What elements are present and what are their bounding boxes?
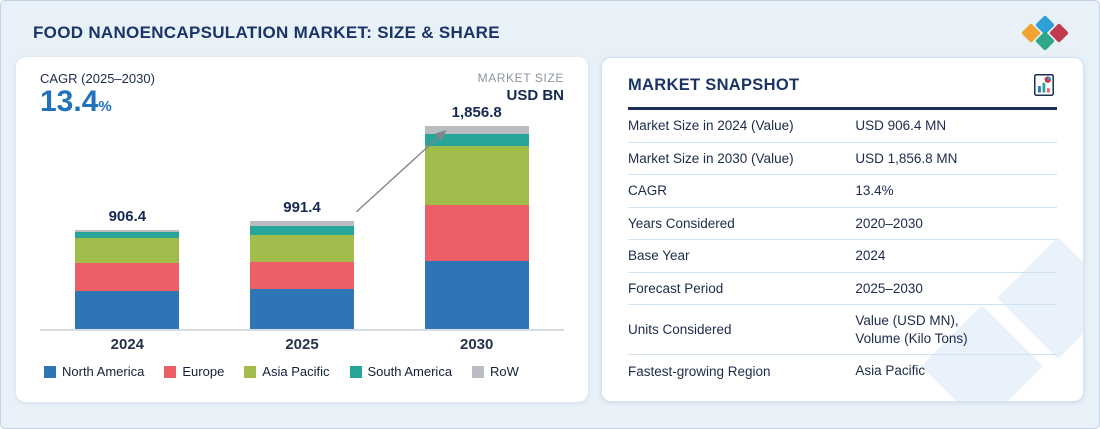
legend-item-south-america: South America <box>349 364 453 379</box>
report-icon <box>1034 73 1054 97</box>
brand-logo <box>1021 15 1069 51</box>
bar-segment-row <box>75 229 180 232</box>
market-size-block: MARKET SIZE USD BN <box>478 71 564 104</box>
bar-segment-row <box>250 220 354 226</box>
snapshot-row-years-considered: Years Considered 2020–2030 <box>628 208 1057 241</box>
x-axis-label-2025: 2025 <box>285 335 319 353</box>
snapshot-row-label: CAGR <box>628 183 668 199</box>
snapshot-row-label: Forecast Period <box>628 281 724 296</box>
snapshot-row-label: Years Considered <box>628 215 735 231</box>
legend-swatch-north-america <box>44 365 56 378</box>
x-axis-labels: 2024 2025 2030 <box>40 331 564 357</box>
bar-segment-asia-pacific <box>250 234 354 263</box>
bar-total-label: 1,856.8 <box>451 104 502 121</box>
content-area: CAGR (2025–2030) 13.4% MARKET SIZE USD B… <box>1 57 1099 402</box>
legend-label: North America <box>62 364 145 379</box>
page-header: FOOD NANOENCAPSULATION MARKET: SIZE & SH… <box>1 1 1099 57</box>
cagr-number: 13.4 <box>40 85 99 118</box>
market-size-unit: USD BN <box>506 87 564 104</box>
snapshot-title: MARKET SNAPSHOT <box>628 75 800 94</box>
cagr-percent-sign: % <box>98 98 112 115</box>
bar-segment-europe <box>424 205 529 261</box>
bar-segment-north-america <box>424 261 529 329</box>
market-snapshot-card: MARKET SNAPSHOT Market Size in 2024 (Val… <box>601 57 1084 402</box>
chart-card: CAGR (2025–2030) 13.4% MARKET SIZE USD B… <box>16 57 588 402</box>
bar-segment-north-america <box>250 289 354 329</box>
snapshot-table: Market Size in 2024 (Value) USD 906.4 MN M… <box>628 110 1057 387</box>
snapshot-row-market-size-in-2030-value: Market Size in 2030 (Value) USD 1,856.8 M… <box>628 143 1057 176</box>
snapshot-row-base-year: Base Year 2024 <box>628 240 1057 273</box>
page-title: FOOD NANOENCAPSULATION MARKET: SIZE & SH… <box>33 23 500 42</box>
snapshot-row-fastest-growing-region: Fastest-growing Region Asia Pacific <box>628 355 1057 387</box>
bar-2025 <box>250 220 354 329</box>
bar-segment-south-america <box>250 225 354 235</box>
bar-segment-europe <box>250 262 354 290</box>
legend-item-europe: Europe <box>164 364 224 379</box>
snapshot-header: MARKET SNAPSHOT <box>628 72 1057 110</box>
snapshot-row-value: USD 906.4 MN <box>855 118 947 133</box>
chart-bar-slot: 906.4 <box>40 123 215 329</box>
snapshot-row-label: Market Size in 2024 (Value) <box>628 118 794 134</box>
legend-item-north-america: North America <box>44 364 144 379</box>
snapshot-row-value: Asia Pacific <box>855 363 926 379</box>
legend-label: Asia Pacific <box>262 364 330 379</box>
chart-header: CAGR (2025–2030) 13.4% MARKET SIZE USD B… <box>40 71 564 123</box>
snapshot-row-label: Base Year <box>628 248 690 264</box>
bar-segment-row <box>424 126 529 134</box>
bar-segment-north-america <box>75 291 180 329</box>
legend-swatch-asia-pacific <box>244 365 257 378</box>
bar-segment-europe <box>75 262 180 292</box>
snapshot-row-label: Market Size in 2030 (Value) <box>628 150 794 166</box>
bar-segment-south-america <box>424 134 529 146</box>
cagr-label: CAGR (2025–2030) <box>40 71 155 86</box>
legend-label: South America <box>367 364 453 379</box>
snapshot-row-value: 2020–2030 <box>855 215 923 231</box>
snapshot-row-value: USD 1,856.8 MN <box>855 150 958 166</box>
x-axis-label-2024: 2024 <box>110 335 145 353</box>
snapshot-row-value: 2025–2030 <box>855 280 923 296</box>
legend-swatch-south-america <box>349 365 362 378</box>
snapshot-row-units-considered: Units Considered Value (USD MN), Volume (… <box>628 305 1057 356</box>
market-size-label: MARKET SIZE <box>477 71 564 85</box>
bar-total-label: 991.4 <box>283 198 321 216</box>
bar-segment-asia-pacific <box>75 237 180 263</box>
legend-item-asia-pacific: Asia Pacific <box>244 364 330 379</box>
chart-bar-slot: 991.4 <box>215 123 390 329</box>
snapshot-row-forecast-period: Forecast Period 2025–2030 <box>628 273 1057 306</box>
bar-segment-asia-pacific <box>424 146 529 205</box>
snapshot-row-value: Value (USD MN), Volume (Kilo Tons) <box>855 313 968 346</box>
chart-legend: North America Europe Asia Pacific South Ame… <box>40 364 564 379</box>
bar-total-label: 906.4 <box>108 207 147 225</box>
bar-2030 <box>424 126 529 329</box>
legend-label: RoW <box>490 364 519 379</box>
legend-label: Europe <box>182 364 225 379</box>
snapshot-row-cagr: CAGR 13.4% <box>628 175 1057 208</box>
cagr-block: CAGR (2025–2030) 13.4% <box>40 71 155 118</box>
legend-swatch-europe <box>164 365 177 378</box>
chart-bar-slot: 1,856.8 <box>389 104 564 329</box>
snapshot-row-label: Fastest-growing Region <box>628 363 771 379</box>
x-axis-label-2030: 2030 <box>459 335 494 353</box>
snapshot-row-market-size-in-2024-value: Market Size in 2024 (Value) USD 906.4 MN <box>628 110 1057 143</box>
snapshot-row-label: Units Considered <box>628 322 732 338</box>
legend-swatch-row <box>472 365 485 378</box>
bar-segment-south-america <box>75 231 180 238</box>
bar-2024 <box>75 229 180 329</box>
stacked-bar-chart: 906.4 991.4 1,856.8 <box>40 104 564 331</box>
snapshot-row-value: 13.4% <box>855 183 894 199</box>
legend-item-row: RoW <box>472 364 519 379</box>
snapshot-row-value: 2024 <box>855 248 886 264</box>
cagr-value: 13.4% <box>40 86 155 118</box>
